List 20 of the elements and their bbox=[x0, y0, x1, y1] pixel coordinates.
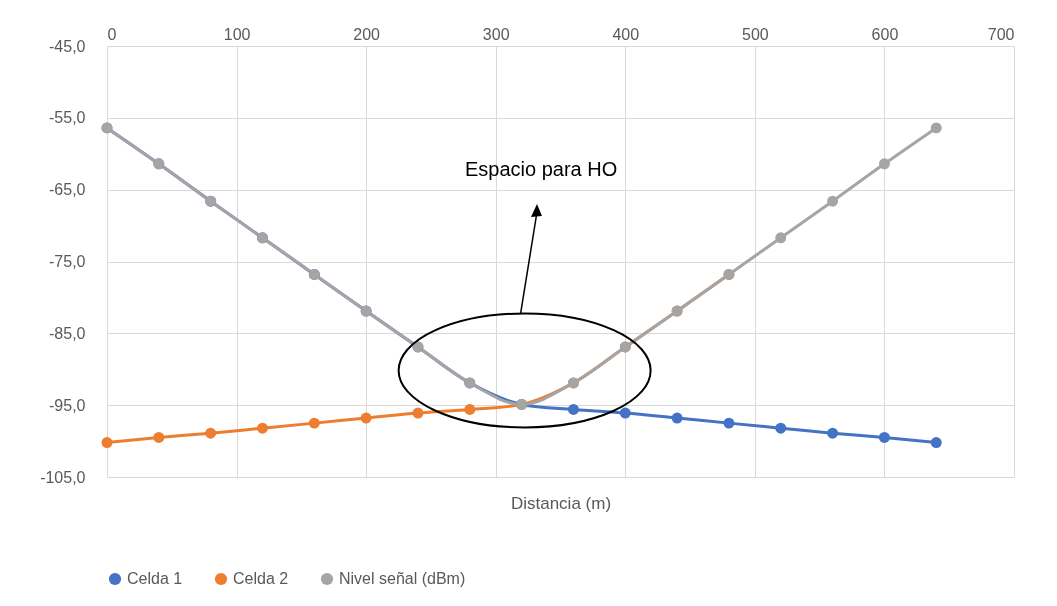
x-tick-label: 200 bbox=[353, 25, 381, 43]
x-tick-label: 600 bbox=[871, 25, 899, 43]
y-tick-label: -95,0 bbox=[49, 396, 86, 414]
x-tick-label: 500 bbox=[742, 25, 769, 43]
legend-label: Celda 2 bbox=[233, 570, 289, 587]
y-tick-label: -45,0 bbox=[49, 37, 86, 55]
x-tick-label: 100 bbox=[223, 25, 251, 43]
x-tick-label: 0 bbox=[107, 25, 117, 43]
y-tick-label: -75,0 bbox=[49, 253, 86, 270]
x-axis-title: Distancia (m) bbox=[510, 493, 612, 513]
annotation: Espacio para HO bbox=[465, 158, 618, 180]
legend-label: Nivel señal (dBm) bbox=[339, 570, 466, 587]
y-tick-label: -65,0 bbox=[49, 181, 86, 199]
y-tick-label: -105,0 bbox=[40, 468, 86, 486]
y-tick-label: -85,0 bbox=[49, 324, 86, 342]
legend-label: Celda 1 bbox=[127, 570, 183, 587]
y-tick-label: -55,0 bbox=[49, 109, 86, 127]
x-tick-label: 300 bbox=[482, 25, 510, 43]
x-tick-label: 700 bbox=[987, 25, 1015, 43]
x-tick-label: 400 bbox=[612, 25, 640, 43]
